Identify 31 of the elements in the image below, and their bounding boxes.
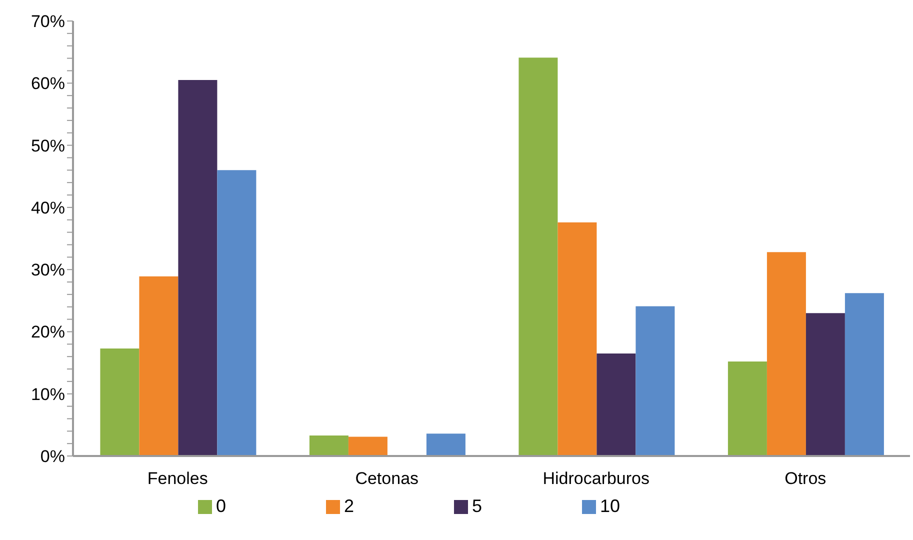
y-tick-label: 70% bbox=[30, 12, 65, 32]
x-tick-label: Hidrocarburos bbox=[542, 469, 650, 488]
y-tick-label: 20% bbox=[30, 322, 65, 342]
bar bbox=[426, 434, 466, 456]
y-tick-label: 10% bbox=[30, 384, 65, 404]
bar bbox=[100, 348, 140, 456]
y-tick-label: 60% bbox=[30, 74, 65, 94]
y-tick-label: 0% bbox=[40, 447, 65, 466]
bar bbox=[348, 436, 388, 456]
x-tick-label: Otros bbox=[784, 469, 826, 488]
bar bbox=[139, 276, 178, 456]
bar bbox=[217, 170, 256, 456]
bar bbox=[558, 222, 597, 456]
bar bbox=[309, 435, 348, 456]
y-tick-label: 40% bbox=[30, 198, 65, 218]
bar bbox=[596, 353, 636, 456]
legend-label: 2 bbox=[344, 496, 354, 516]
bar bbox=[766, 252, 806, 456]
bar bbox=[806, 313, 845, 456]
y-tick-label: 50% bbox=[30, 136, 65, 156]
bar bbox=[518, 58, 558, 456]
bar bbox=[636, 306, 675, 456]
bar bbox=[844, 293, 884, 456]
y-tick-label: 30% bbox=[30, 260, 65, 280]
bar bbox=[178, 80, 218, 456]
legend-label: 10 bbox=[600, 496, 620, 516]
legend-label: 0 bbox=[216, 496, 226, 516]
bar bbox=[728, 362, 767, 456]
x-tick-label: Cetonas bbox=[355, 469, 419, 488]
legend-label: 5 bbox=[472, 496, 482, 516]
x-tick-label: Fenoles bbox=[147, 469, 208, 488]
